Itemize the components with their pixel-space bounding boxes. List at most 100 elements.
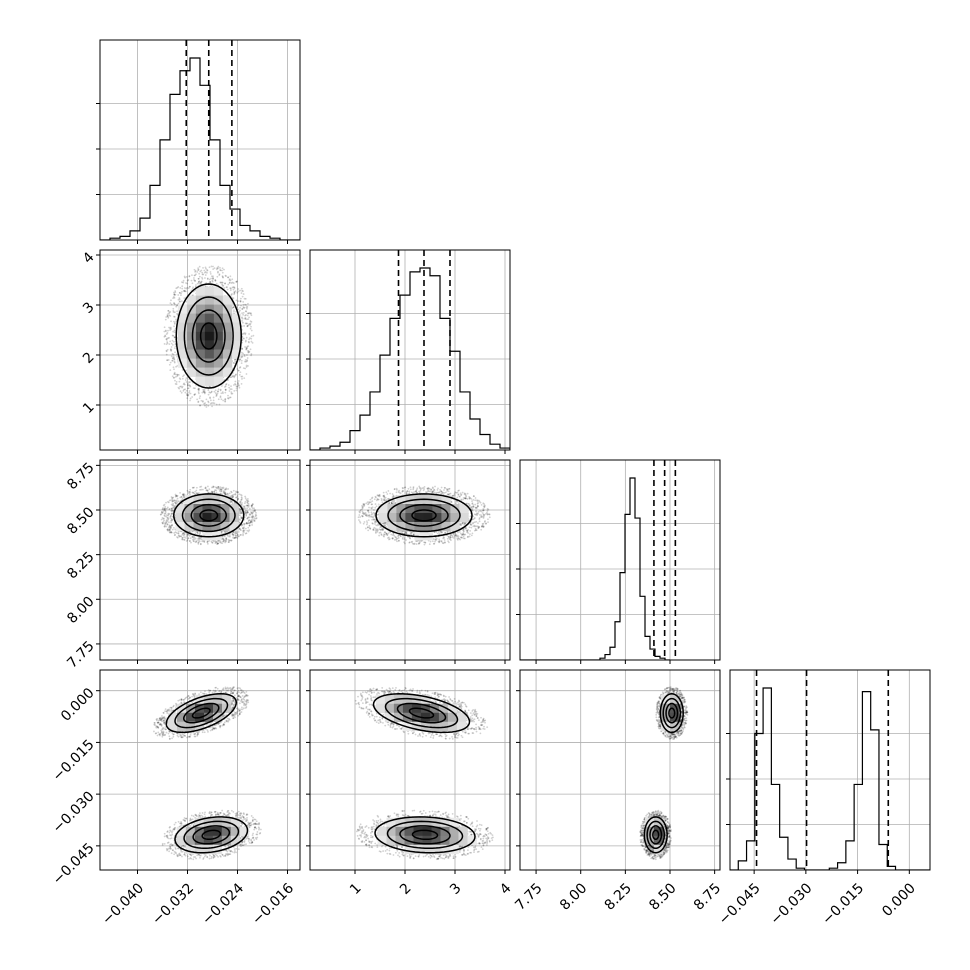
panel-2-2 <box>516 459 721 664</box>
contour-3-0-0 <box>191 707 211 719</box>
panel-border <box>99 39 301 241</box>
hist-bar-2-19 <box>615 622 620 660</box>
x-tick-label-1-0: 1 <box>347 880 365 898</box>
panel-3-3 <box>726 669 931 874</box>
x-tick-label-3-2: −0.015 <box>819 880 867 928</box>
panel-border <box>519 459 721 661</box>
y-tick-label-1-0: 1 <box>80 399 98 417</box>
y-tick-label-3-1: −0.030 <box>50 788 98 836</box>
contour-4-1-0 <box>411 829 439 841</box>
contour-3-1-3 <box>174 816 249 854</box>
contour-4-0-0 <box>408 707 435 719</box>
y-tick-label-2-3: 8.50 <box>64 504 97 537</box>
contour-4-1-3 <box>374 816 476 854</box>
hist-bar-3-7 <box>788 859 796 870</box>
panel-border <box>309 459 511 661</box>
hist-bar-3-2 <box>747 841 755 870</box>
y-tick-label-1-2: 3 <box>80 299 98 317</box>
contour-2-0-3 <box>375 493 473 538</box>
hist-bar-2-18 <box>610 647 615 660</box>
panel-border <box>99 249 301 451</box>
x-tick-label-3-3: 0.000 <box>879 880 919 920</box>
x-tick-label-0-3: −0.016 <box>249 880 297 928</box>
hist-bar-3-13 <box>838 863 846 870</box>
hist-bar-1-7 <box>380 355 390 450</box>
panel-border <box>309 249 511 451</box>
x-tick-label-0-2: −0.024 <box>199 880 247 928</box>
contour-0-0-3 <box>175 283 243 389</box>
panel-3-1 <box>306 669 511 874</box>
hist-bar-0-7 <box>170 94 180 240</box>
contour-4-0-3 <box>372 693 471 734</box>
x-tick-label-0-1: −0.032 <box>149 880 197 928</box>
hist-bar-2-20 <box>620 573 625 660</box>
hist-bar-3-15 <box>854 784 862 870</box>
panel-border <box>309 669 511 871</box>
x-tick-label-1-3: 4 <box>497 880 515 898</box>
contour-5-1-3 <box>643 816 668 854</box>
hist-bar-0-8 <box>180 71 190 240</box>
hist-bar-2-24 <box>640 596 645 660</box>
hist-bar-1-16 <box>470 419 480 450</box>
contour-3-0-1 <box>182 702 220 724</box>
panel-2-1 <box>306 459 511 664</box>
contour-4-0-1 <box>396 702 447 724</box>
y-tick-label-1-1: 2 <box>80 349 98 367</box>
contour-3-1-2 <box>183 820 240 850</box>
contour-1-0-2 <box>181 498 236 533</box>
hist-bar-3-17 <box>871 730 879 870</box>
hist-bar-1-18 <box>490 444 500 450</box>
contour-1-0-3 <box>172 493 245 538</box>
contour-5-1-0 <box>652 829 660 841</box>
hist-bar-0-11 <box>210 140 220 240</box>
hist-bar-3-14 <box>846 841 854 870</box>
hist-bar-3-1 <box>738 861 746 870</box>
hist-bar-0-15 <box>250 231 260 240</box>
x-tick-label-2-3: 8.50 <box>646 880 679 913</box>
y-tick-label-2-2: 8.25 <box>64 549 97 582</box>
contour-5-0-1 <box>665 702 679 724</box>
contour-2-0-1 <box>399 503 449 527</box>
hist-bar-2-25 <box>645 636 650 660</box>
y-tick-label-2-0: 7.75 <box>64 638 97 671</box>
contour-3-1-1 <box>192 825 231 845</box>
contour-0-0-0 <box>199 322 218 350</box>
contour-5-0-0 <box>668 707 676 719</box>
y-tick-label-3-0: −0.045 <box>50 840 98 888</box>
hist-bar-1-12 <box>430 276 440 450</box>
y-tick-label-1-3: 4 <box>80 249 98 267</box>
hist-bar-3-18 <box>879 845 887 870</box>
density-cells-0-0 <box>177 286 242 386</box>
hist-bar-2-23 <box>635 518 640 660</box>
contour-1-0-0 <box>199 509 219 522</box>
hist-bar-1-3 <box>340 442 350 450</box>
y-tick-label-3-2: −0.015 <box>50 737 98 785</box>
x-tick-label-0-0: −0.040 <box>99 880 147 928</box>
hist-bar-0-5 <box>150 185 160 240</box>
histogram-outline-2 <box>520 477 670 660</box>
x-tick-label-2-2: 8.25 <box>602 880 635 913</box>
hist-bar-1-13 <box>440 318 450 450</box>
histogram-outline-3 <box>730 687 930 870</box>
contour-5-1-2 <box>646 820 666 850</box>
contour-0-0-1 <box>191 309 226 363</box>
contour-5-0-3 <box>659 693 684 734</box>
panel-border <box>99 669 301 871</box>
contour-2-0-0 <box>411 509 437 522</box>
contour-3-0-2 <box>174 697 229 729</box>
x-tick-label-3-1: −0.030 <box>768 880 816 928</box>
contour-0-0-2 <box>183 296 234 376</box>
contour-4-1-2 <box>386 820 464 850</box>
panel-border <box>99 459 301 661</box>
histogram-outline-0 <box>100 57 300 240</box>
contour-3-0-3 <box>165 693 238 734</box>
x-tick-label-1-1: 2 <box>397 880 415 898</box>
x-tick-label-2-4: 8.75 <box>691 880 724 913</box>
contour-5-0-2 <box>662 697 682 729</box>
contour-5-1-1 <box>649 825 663 845</box>
contour-2-0-2 <box>387 498 461 533</box>
histogram-outline-1 <box>310 267 510 450</box>
panel-1-1 <box>306 249 511 454</box>
x-tick-label-2-0: 7.75 <box>512 880 545 913</box>
